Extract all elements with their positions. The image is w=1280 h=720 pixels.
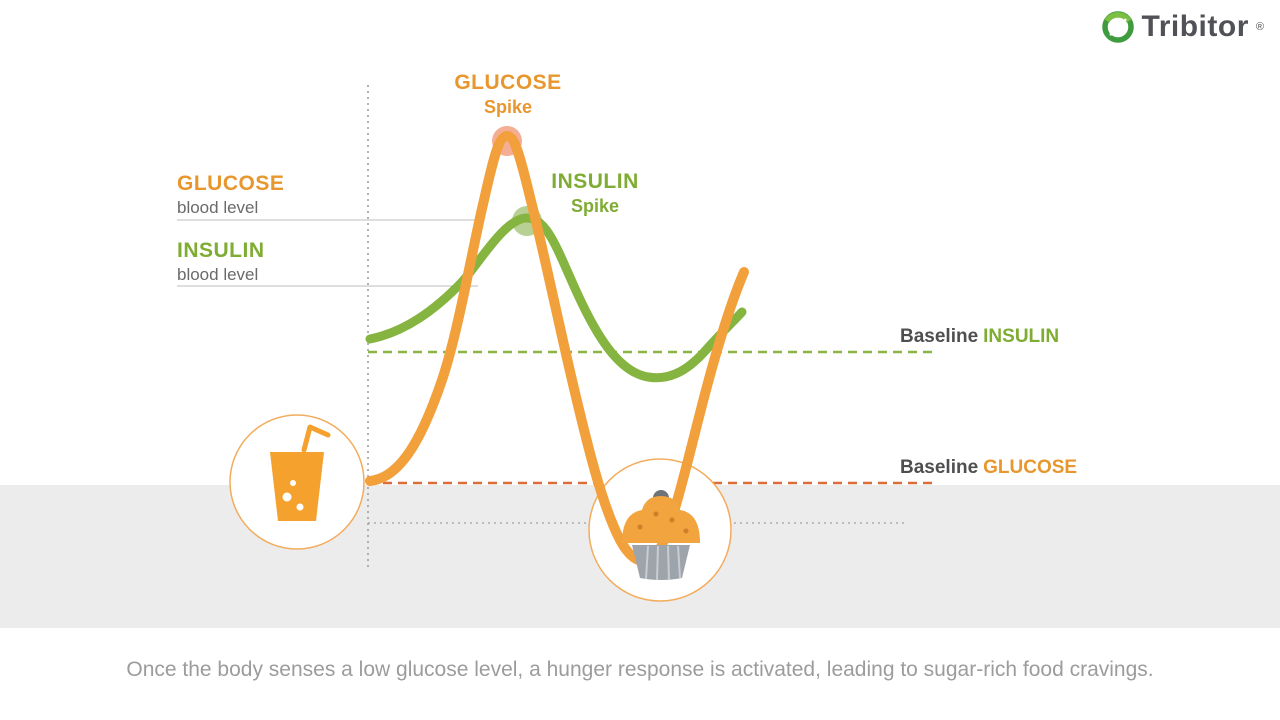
brand-name: Tribitor bbox=[1141, 10, 1249, 43]
drink-cup-icon bbox=[229, 414, 365, 550]
glucose-axis-label: GLUCOSE blood level bbox=[177, 171, 284, 219]
baseline-glucose-prefix: Baseline bbox=[900, 457, 979, 478]
insulin-axis-line1: INSULIN bbox=[177, 239, 265, 262]
caption-text: Once the body senses a low glucose level… bbox=[126, 658, 1154, 681]
baseline-insulin-name: INSULIN bbox=[983, 326, 1060, 347]
baseline-glucose-name: GLUCOSE bbox=[983, 457, 1078, 478]
insulin-spike-line2: Spike bbox=[570, 196, 620, 217]
insulin-spike-line1: INSULIN bbox=[551, 170, 639, 193]
glucose-spike-line2: Spike bbox=[483, 97, 533, 118]
insulin-spike-label: INSULIN Spike bbox=[545, 169, 645, 218]
baseline-insulin-prefix: Baseline bbox=[900, 326, 979, 347]
insulin-axis-line2: blood level bbox=[177, 265, 259, 285]
glucose-axis-line1: GLUCOSE bbox=[177, 172, 285, 195]
glucose-curve bbox=[365, 130, 749, 566]
insulin-axis-label: INSULIN blood level bbox=[177, 238, 265, 286]
tribitor-logo-icon bbox=[1101, 11, 1134, 43]
baseline-glucose-label: Baseline GLUCOSE bbox=[900, 456, 1077, 480]
glucose-spike-line1: GLUCOSE bbox=[454, 71, 562, 94]
registered-mark: ® bbox=[1255, 21, 1264, 33]
cupcake-icon bbox=[622, 490, 700, 581]
glucose-spike-label: GLUCOSE Spike bbox=[438, 70, 578, 119]
glucose-axis-line2: blood level bbox=[177, 198, 259, 218]
baseline-insulin-label: Baseline INSULIN bbox=[900, 325, 1059, 349]
tribitor-logo: Tribitor ® bbox=[1101, 10, 1264, 44]
